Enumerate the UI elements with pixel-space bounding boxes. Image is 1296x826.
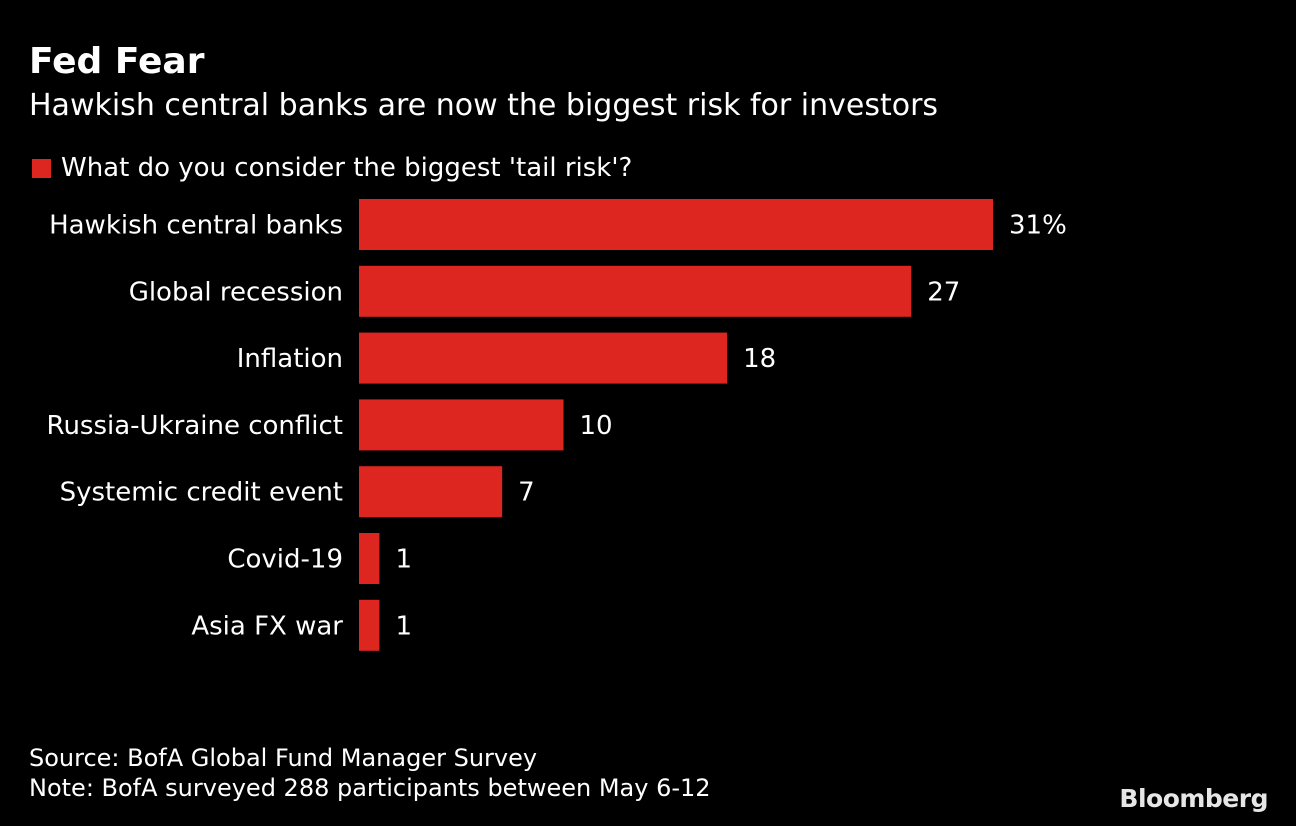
category-label-4: Systemic credit event — [60, 478, 343, 508]
legend-swatch — [32, 158, 51, 178]
chart-title: Fed Fear — [29, 41, 205, 82]
bar-2 — [359, 332, 728, 384]
chart-subtitle: Hawkish central banks are now the bigges… — [29, 88, 939, 123]
category-label-6: Asia FX war — [191, 611, 343, 641]
value-label-0: 31% — [1009, 211, 1067, 241]
bar-6 — [359, 599, 380, 651]
bar-0 — [359, 199, 993, 250]
bloomberg-logo: Bloomberg — [1119, 784, 1268, 813]
category-label-5: Covid-19 — [227, 545, 343, 575]
category-label-2: Inflation — [237, 344, 343, 374]
category-label-0: Hawkish central banks — [49, 211, 343, 241]
value-label-3: 10 — [580, 411, 613, 441]
category-label-1: Global recession — [129, 277, 343, 307]
value-label-5: 1 — [395, 545, 412, 575]
category-label-3: Russia-Ukraine conflict — [47, 411, 343, 441]
value-label-6: 1 — [395, 611, 412, 641]
bar-5 — [359, 533, 380, 584]
survey-note: Note: BofA surveyed 288 participants bet… — [29, 774, 711, 802]
bar-1 — [359, 265, 912, 317]
source-note: Source: BofA Global Fund Manager Survey — [29, 744, 538, 772]
bar-4 — [359, 466, 503, 518]
bar-3 — [359, 399, 564, 451]
legend-label: What do you consider the biggest 'tail r… — [61, 153, 633, 183]
legend: What do you consider the biggest 'tail r… — [32, 150, 632, 186]
value-label-2: 18 — [743, 344, 776, 374]
value-label-4: 7 — [518, 478, 535, 508]
value-label-1: 27 — [927, 277, 960, 307]
